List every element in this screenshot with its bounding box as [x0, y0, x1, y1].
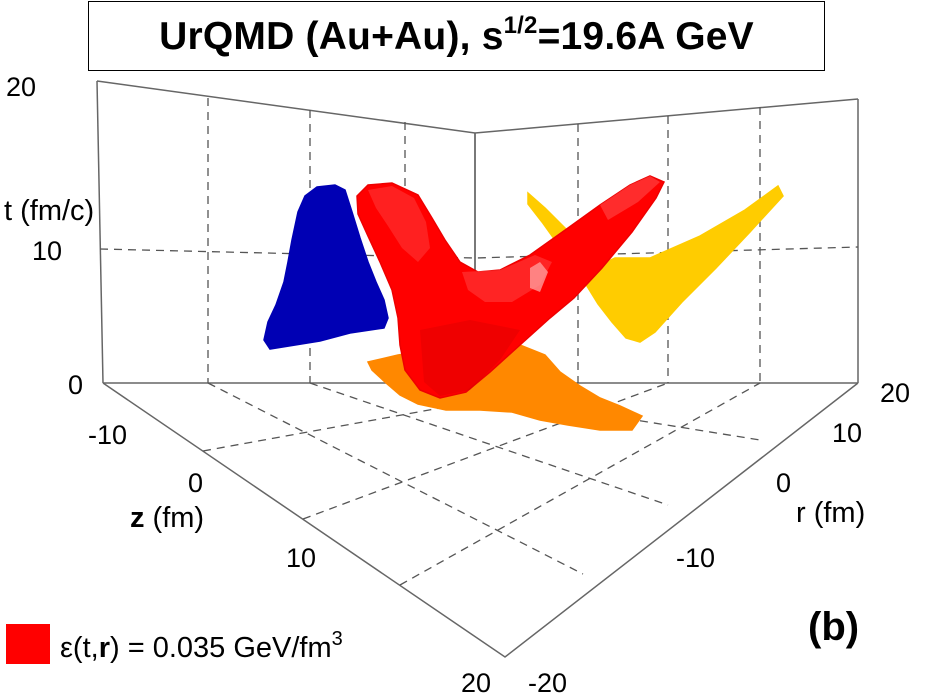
- r-axis-label: r (fm): [796, 497, 865, 529]
- r-tick-20: 20: [880, 378, 910, 408]
- grid-floor-r-1: [207, 382, 584, 575]
- z-tick-0: 0: [188, 468, 203, 498]
- floor-front-edges: [102, 382, 859, 658]
- chart-title: UrQMD (Au+Au), s1/2=19.6A GeV: [159, 11, 754, 58]
- r-tick-10: 10: [832, 418, 862, 448]
- legend-label: ε(t,r) = 0.035 GeV/fm3: [60, 628, 343, 664]
- grid-t-10: [99, 246, 859, 259]
- legend: ε(t,r) = 0.035 GeV/fm3: [6, 624, 343, 664]
- projection-tz-blue: [263, 184, 389, 350]
- top-back-edges: [96, 80, 859, 134]
- grid-floor-z-1: [202, 382, 579, 452]
- z-axis: -10 0 10 20 z (fm): [88, 420, 491, 698]
- t-axis: 20 10 0 t (fm/c): [4, 72, 94, 400]
- panel-label: (b): [808, 605, 859, 649]
- grid-floor-r-2: [309, 382, 669, 506]
- r-tick-0: 0: [776, 468, 791, 498]
- r-tick-neg20: -20: [528, 668, 567, 698]
- t-tick-10: 10: [32, 236, 62, 266]
- isosurface-red: [356, 175, 666, 399]
- back-left-edge: [96, 80, 104, 384]
- t-tick-0: 0: [68, 370, 83, 400]
- z-tick-20: 20: [461, 668, 491, 698]
- chart-title-box: UrQMD (Au+Au), s1/2=19.6A GeV: [88, 1, 825, 71]
- t-tick-20: 20: [6, 72, 36, 102]
- z-axis-label: z (fm): [130, 502, 204, 534]
- z-tick-10: 10: [286, 543, 316, 573]
- r-axis: 20 10 0 -10 -20 r (fm): [528, 378, 910, 698]
- legend-swatch: [6, 624, 50, 664]
- z-tick-neg10: -10: [88, 420, 127, 450]
- r-tick-neg10: -10: [676, 543, 715, 573]
- t-axis-label: t (fm/c): [4, 195, 94, 227]
